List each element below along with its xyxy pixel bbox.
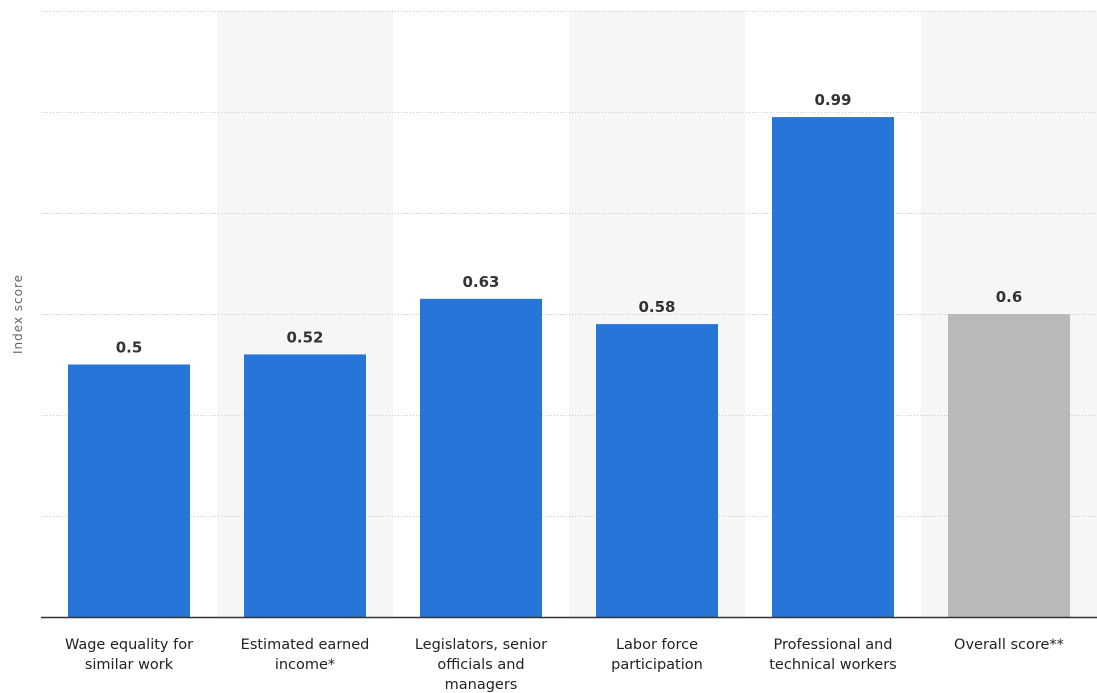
x-tick-label: Professional and technical workers	[769, 637, 897, 673]
bar[interactable]	[772, 117, 894, 618]
bar[interactable]	[68, 364, 190, 618]
data-label: 0.5	[116, 339, 143, 357]
data-label: 0.58	[638, 298, 675, 316]
gridlines	[41, 11, 1097, 517]
bar[interactable]	[596, 324, 718, 617]
data-label: 0.99	[814, 91, 851, 109]
bar[interactable]	[948, 314, 1070, 617]
x-tick-labels: Wage equality for similar work Estimated e…	[65, 637, 1064, 693]
x-tick-label: Estimated earned income*	[241, 637, 370, 673]
x-tick-label: Overall score**	[954, 637, 1064, 653]
bar[interactable]	[420, 298, 542, 617]
x-tick-label: Labor force participation	[611, 637, 703, 673]
data-label: 0.6	[996, 288, 1023, 306]
x-tick-label: Legislators, senior officials and managers	[415, 637, 547, 693]
data-labels: 0.5 0.52 0.63 0.58 0.99 0.6	[116, 91, 1023, 356]
x-tick-label: Wage equality for similar work	[65, 637, 193, 673]
data-label: 0.63	[462, 273, 499, 291]
data-label: 0.52	[286, 328, 323, 346]
y-axis-label: Index score	[11, 274, 25, 354]
bar[interactable]	[244, 354, 366, 617]
bars	[68, 117, 1070, 618]
